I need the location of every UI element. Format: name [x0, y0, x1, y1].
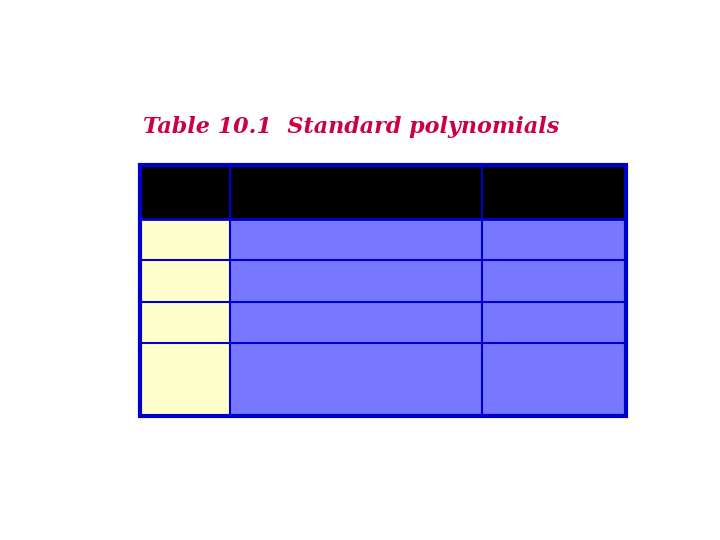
FancyBboxPatch shape: [140, 343, 230, 416]
Text: CRC-8: CRC-8: [161, 232, 210, 246]
Text: $x^8 + x^2 + x + 1$: $x^8 + x^2 + x + 1$: [311, 231, 401, 248]
Text: HDLC: HDLC: [531, 315, 577, 329]
Text: $x^{32} + x^{26} + x^{23} + x^{22} + x^{16} + x^{12} + x^{11} + x^{10} + x^8 + x: $x^{32} + x^{26} + x^{23} + x^{22} + x^{…: [189, 360, 524, 400]
FancyBboxPatch shape: [482, 302, 626, 343]
FancyBboxPatch shape: [230, 260, 482, 302]
FancyBboxPatch shape: [140, 219, 230, 260]
Text: ITU-16: ITU-16: [158, 315, 212, 329]
FancyBboxPatch shape: [482, 343, 626, 416]
FancyBboxPatch shape: [140, 302, 230, 343]
FancyBboxPatch shape: [140, 165, 626, 219]
Text: Polynomial: Polynomial: [309, 185, 404, 199]
Text: Application: Application: [505, 185, 603, 199]
FancyBboxPatch shape: [140, 260, 230, 302]
Text: ITU-32: ITU-32: [158, 373, 212, 387]
FancyBboxPatch shape: [230, 302, 482, 343]
Text: Name: Name: [161, 185, 210, 199]
FancyBboxPatch shape: [482, 260, 626, 302]
FancyBboxPatch shape: [230, 219, 482, 260]
Text: ATM AAL: ATM AAL: [518, 274, 590, 288]
Text: ATM header: ATM header: [507, 232, 601, 246]
Text: CRC-10: CRC-10: [156, 274, 215, 288]
Text: $x^{16} + x^{12} + x^5 + 1$: $x^{16} + x^{12} + x^5 + 1$: [302, 314, 410, 331]
Text: Table 10.1  Standard polynomials: Table 10.1 Standard polynomials: [143, 116, 559, 138]
FancyBboxPatch shape: [482, 219, 626, 260]
FancyBboxPatch shape: [230, 343, 482, 416]
Text: $x^{10} + x^9 + x^6 + x^4 + x^2 + 1$: $x^{10} + x^9 + x^6 + x^4 + x^2 + 1$: [276, 273, 436, 289]
Text: LANs: LANs: [534, 373, 575, 387]
